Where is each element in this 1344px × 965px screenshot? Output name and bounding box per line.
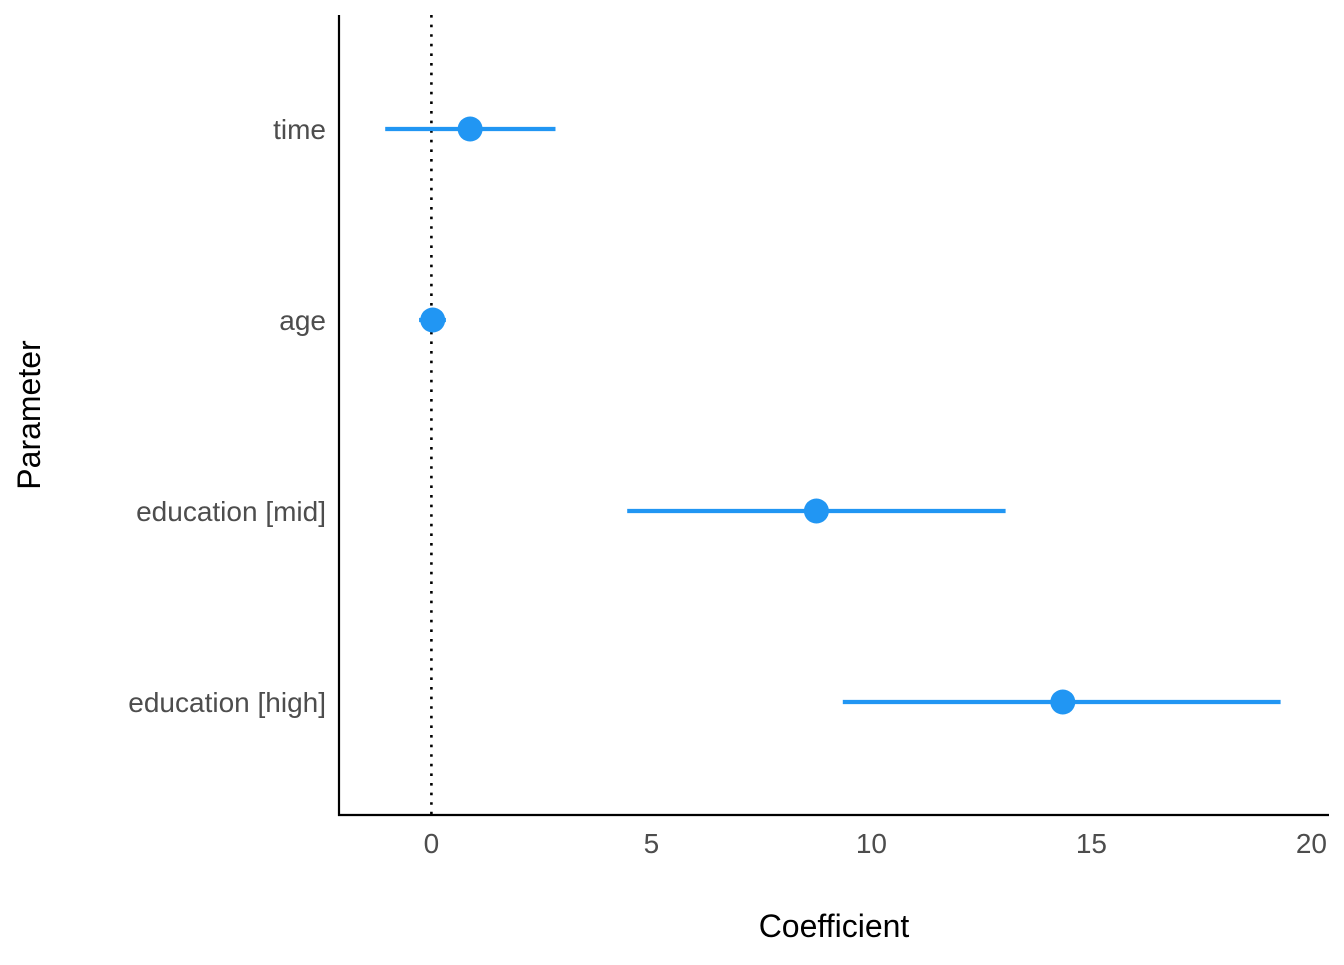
y-tick-label: education [high] bbox=[128, 687, 326, 718]
estimate-point bbox=[1050, 689, 1076, 715]
x-tick-label: 15 bbox=[1076, 828, 1107, 859]
x-axis-title: Coefficient bbox=[759, 908, 910, 944]
x-tick-label: 5 bbox=[644, 828, 660, 859]
y-tick-label: education [mid] bbox=[136, 496, 326, 527]
y-tick-label: time bbox=[273, 114, 326, 145]
x-tick-label: 10 bbox=[856, 828, 887, 859]
x-tick-label: 20 bbox=[1296, 828, 1327, 859]
x-tick-label: 0 bbox=[424, 828, 440, 859]
estimate-point bbox=[457, 116, 483, 142]
estimate-point bbox=[420, 307, 446, 333]
y-axis-title: Parameter bbox=[11, 340, 47, 490]
estimate-point bbox=[803, 498, 829, 524]
y-tick-label: age bbox=[279, 305, 326, 336]
